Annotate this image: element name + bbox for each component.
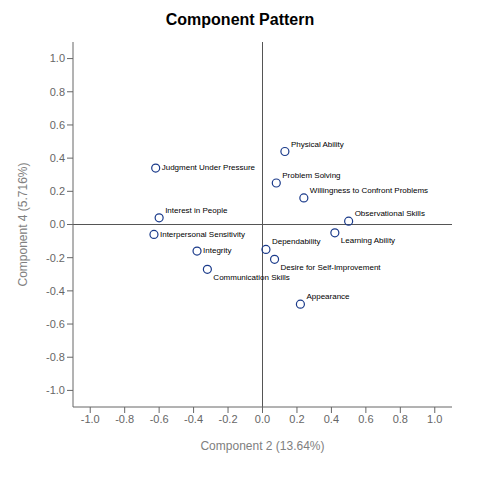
svg-text:0.6: 0.6: [358, 413, 373, 425]
svg-text:1.0: 1.0: [50, 52, 65, 64]
svg-text:-1.0: -1.0: [81, 413, 100, 425]
svg-text:-0.4: -0.4: [184, 413, 203, 425]
svg-text:Communication Skills: Communication Skills: [213, 273, 289, 282]
svg-text:0.0: 0.0: [255, 413, 270, 425]
svg-text:0.8: 0.8: [50, 86, 65, 98]
svg-text:-0.2: -0.2: [219, 413, 238, 425]
svg-text:-0.4: -0.4: [46, 285, 65, 297]
svg-text:0.8: 0.8: [393, 413, 408, 425]
svg-text:Learning Ability: Learning Ability: [341, 236, 395, 245]
svg-text:Dependability: Dependability: [272, 237, 320, 246]
svg-text:Judgment Under Pressure: Judgment Under Pressure: [162, 163, 256, 172]
svg-text:0.2: 0.2: [50, 185, 65, 197]
svg-text:0.4: 0.4: [324, 413, 339, 425]
svg-text:Component 4 (5.716%): Component 4 (5.716%): [16, 162, 30, 286]
svg-text:Desire for Self-Improvement: Desire for Self-Improvement: [281, 263, 382, 272]
svg-text:-1.0: -1.0: [46, 384, 65, 396]
svg-text:0.0: 0.0: [50, 218, 65, 230]
svg-text:0.4: 0.4: [50, 152, 65, 164]
svg-text:Willingness to Confront Proble: Willingness to Confront Problems: [310, 186, 428, 195]
svg-text:0.6: 0.6: [50, 119, 65, 131]
svg-text:Integrity: Integrity: [203, 246, 231, 255]
svg-text:Interest in People: Interest in People: [165, 206, 228, 215]
svg-text:Observational Skills: Observational Skills: [355, 209, 425, 218]
svg-text:Physical Ability: Physical Ability: [291, 140, 344, 149]
svg-text:Appearance: Appearance: [306, 292, 350, 301]
svg-text:-0.2: -0.2: [46, 252, 65, 264]
svg-text:Problem Solving: Problem Solving: [282, 171, 340, 180]
svg-text:-0.8: -0.8: [115, 413, 134, 425]
svg-text:Component 2 (13.64%): Component 2 (13.64%): [200, 439, 324, 453]
svg-text:Interpersonal Sensitivity: Interpersonal Sensitivity: [160, 230, 245, 239]
html-text:Component Pattern: Component Pattern: [165, 11, 315, 28]
svg-text:-0.6: -0.6: [150, 413, 169, 425]
svg-text:-0.6: -0.6: [46, 318, 65, 330]
svg-text:1.0: 1.0: [427, 413, 442, 425]
svg-text:0.2: 0.2: [289, 413, 304, 425]
svg-text:-0.8: -0.8: [46, 351, 65, 363]
